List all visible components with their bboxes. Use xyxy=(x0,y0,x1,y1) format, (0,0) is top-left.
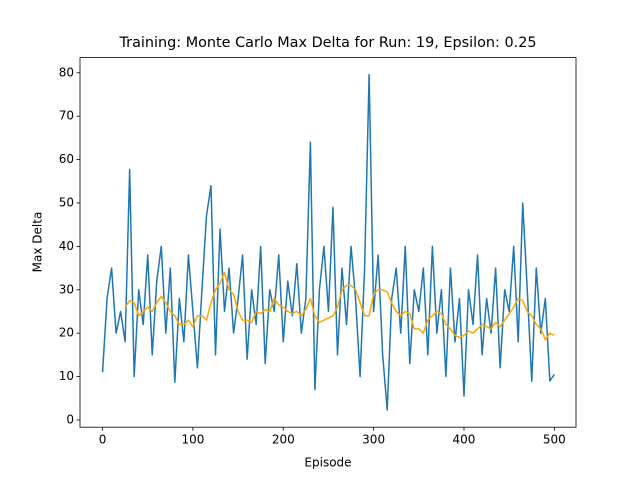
x-axis-label: Episode xyxy=(304,456,351,470)
series-line xyxy=(124,271,555,341)
x-tick-label: 200 xyxy=(272,433,295,447)
y-tick-label: 80 xyxy=(59,65,74,79)
x-tick-label: 500 xyxy=(543,433,566,447)
chart-title: Training: Monte Carlo Max Delta for Run:… xyxy=(118,35,536,51)
y-tick-label: 50 xyxy=(59,195,74,209)
y-tick-label: 70 xyxy=(59,109,74,123)
plot-frame xyxy=(79,57,577,428)
y-tick-label: 60 xyxy=(59,152,74,166)
y-tick-label: 10 xyxy=(59,369,74,383)
x-tick-label: 400 xyxy=(453,433,476,447)
y-tick-label: 0 xyxy=(66,412,74,426)
series-line xyxy=(101,73,555,411)
x-tick-label: 300 xyxy=(362,433,385,447)
y-tick-label: 40 xyxy=(59,239,74,253)
x-tick-label: 0 xyxy=(99,433,107,447)
y-tick-label: 30 xyxy=(59,282,74,296)
y-tick-label: 20 xyxy=(59,326,74,340)
y-axis-label: Max Delta xyxy=(31,212,45,273)
x-tick-label: 100 xyxy=(181,433,204,447)
